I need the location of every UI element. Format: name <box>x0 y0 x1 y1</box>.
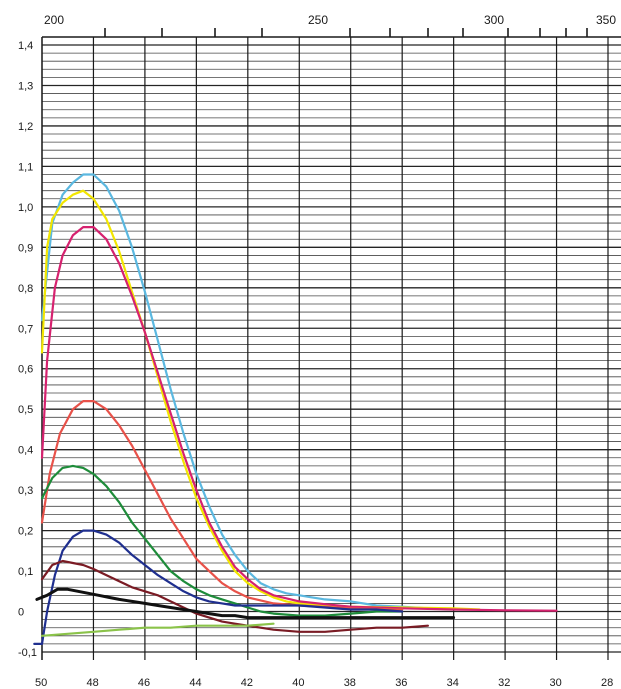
x-tick-label-bottom: 42 <box>241 677 253 689</box>
x-tick-label-bottom: 38 <box>344 677 356 689</box>
y-tick-label: 0,8 <box>18 283 33 295</box>
y-tick-label: 0,4 <box>18 445 33 457</box>
x-tick-label-top: 350 <box>596 13 616 27</box>
y-tick-label: 0,3 <box>18 485 33 497</box>
axis-ticks: -0,1 0 0,1 0,2 0,3 0,4 0,5 0,6 0,7 0,8 0,9 1,0 1,1 1,… <box>18 13 616 689</box>
y-tick-label: 0,2 <box>18 526 33 538</box>
series-line <box>40 464 404 617</box>
x-tick-label-bottom: 30 <box>550 677 562 689</box>
y-tick-label: 0,1 <box>18 566 33 578</box>
x-tick-label-bottom: 32 <box>498 677 510 689</box>
grid-lines <box>41 36 621 660</box>
y-tick-label: 0,9 <box>18 242 33 254</box>
x-tick-label-bottom: 44 <box>189 677 201 689</box>
series-line <box>40 189 481 611</box>
y-tick-label: 0 <box>18 607 24 619</box>
x-tick-label-bottom: 36 <box>395 677 407 689</box>
y-tick-label: 1,2 <box>18 121 33 133</box>
x-tick-label-bottom: 40 <box>292 677 304 689</box>
x-tick-label-top: 300 <box>484 13 504 27</box>
data-series <box>33 173 558 645</box>
y-tick-label: 0,5 <box>18 404 33 416</box>
x-tick-label-bottom: 28 <box>601 677 613 689</box>
x-tick-label-top: 200 <box>44 13 64 27</box>
series-line <box>35 587 456 620</box>
x-tick-label-bottom: 50 <box>35 677 47 689</box>
x-tick-label-bottom: 34 <box>447 677 459 689</box>
y-tick-label: 0,6 <box>18 364 33 376</box>
y-tick-label: 1,1 <box>18 161 33 173</box>
x-tick-label-bottom: 46 <box>138 677 150 689</box>
x-tick-label-bottom: 48 <box>87 677 99 689</box>
y-tick-label: 1,0 <box>18 202 33 214</box>
y-tick-label: 0,7 <box>18 323 33 335</box>
y-tick-label: 1,3 <box>18 81 33 93</box>
series-line <box>40 559 429 633</box>
series-line <box>33 529 404 645</box>
y-tick-label: 1,4 <box>18 40 33 52</box>
series-line <box>40 226 558 612</box>
y-tick-label: -0,1 <box>18 647 37 659</box>
series-line <box>40 622 275 637</box>
series-line <box>40 400 404 611</box>
series-line <box>40 173 455 611</box>
x-tick-label-top: 250 <box>308 13 328 27</box>
